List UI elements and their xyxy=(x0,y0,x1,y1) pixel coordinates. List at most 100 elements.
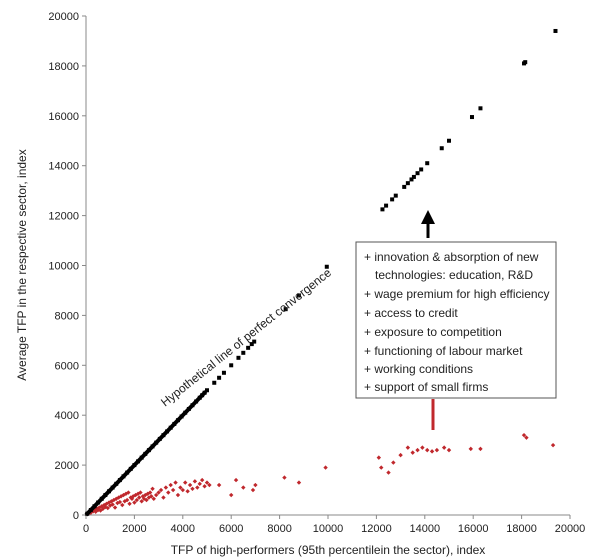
convergence-line-points xyxy=(84,28,558,517)
red-data-point xyxy=(185,489,190,494)
red-data-point xyxy=(197,481,202,487)
convergence-point xyxy=(154,440,159,445)
red-data-point xyxy=(175,492,181,498)
box-line-3: + wage premium for high efficiency xyxy=(364,287,550,301)
x-tick-label: 10000 xyxy=(313,523,344,535)
x-tick-label: 16000 xyxy=(458,523,489,535)
convergence-point xyxy=(85,511,90,516)
box-line-2: technologies: education, R&D xyxy=(375,268,533,282)
y-tick-label: 4000 xyxy=(55,410,79,422)
red-data-point xyxy=(446,447,452,453)
x-tick-label: 2000 xyxy=(122,523,146,535)
convergence-point xyxy=(212,380,217,385)
red-data-point xyxy=(98,508,103,513)
red-data-point xyxy=(282,475,287,480)
box-line-6: + functioning of labour market xyxy=(364,344,523,358)
convergence-point xyxy=(205,388,209,393)
convergence-point xyxy=(380,207,385,212)
convergence-point xyxy=(121,474,126,479)
convergence-point xyxy=(168,425,173,430)
red-data-point xyxy=(135,491,141,496)
x-tick-label: 0 xyxy=(83,523,89,535)
red-data-point xyxy=(415,447,420,453)
red-data-point xyxy=(156,490,161,495)
red-data-point xyxy=(168,482,173,488)
red-data-point xyxy=(158,487,164,493)
convergence-point xyxy=(172,421,177,426)
red-data-point xyxy=(478,446,483,452)
red-data-point xyxy=(117,499,123,505)
convergence-point xyxy=(183,410,188,415)
red-data-point xyxy=(323,465,328,470)
red-data-point xyxy=(391,460,396,465)
red-data-point xyxy=(241,485,246,490)
convergence-point xyxy=(384,203,389,208)
y-tick-label: 0 xyxy=(73,510,79,522)
convergence-point xyxy=(146,448,151,453)
convergence-point xyxy=(197,395,202,400)
red-data-point xyxy=(521,432,527,438)
red-data-point xyxy=(138,490,143,495)
red-data-point xyxy=(425,447,430,453)
red-data-point xyxy=(180,487,185,493)
convergence-point xyxy=(96,500,101,505)
red-data-point xyxy=(195,485,200,490)
convergence-point xyxy=(165,429,170,434)
convergence-point xyxy=(283,307,288,312)
red-data-point xyxy=(130,494,136,499)
convergence-point xyxy=(249,342,254,347)
convergence-point xyxy=(402,184,407,189)
convergence-point xyxy=(439,146,444,151)
red-data-point xyxy=(112,505,118,510)
red-data-point xyxy=(468,446,473,452)
red-data-point xyxy=(123,491,129,496)
red-data-point xyxy=(296,480,302,485)
red-data-point xyxy=(173,480,178,485)
convergence-point xyxy=(132,463,137,468)
box-line-8: + support of small firms xyxy=(364,380,488,394)
convergence-point xyxy=(221,370,226,375)
annotation-box: + innovation & absorption of new technol… xyxy=(355,241,557,399)
convergence-point xyxy=(114,481,119,486)
red-data-point xyxy=(187,482,193,488)
convergence-point xyxy=(523,60,528,65)
red-data-point xyxy=(147,490,153,495)
y-tick-label: 18000 xyxy=(48,61,79,73)
convergence-point xyxy=(150,444,155,449)
convergence-point xyxy=(478,106,483,111)
up-arrow xyxy=(421,210,435,238)
red-data-point xyxy=(207,482,212,488)
red-data-point xyxy=(166,490,171,495)
red-data-point xyxy=(405,445,411,450)
red-data-point xyxy=(410,450,415,455)
convergence-point xyxy=(296,293,301,298)
convergence-point xyxy=(143,451,148,456)
red-data-point xyxy=(441,445,447,450)
red-data-point xyxy=(150,486,155,492)
red-data-point xyxy=(110,502,115,507)
convergence-point xyxy=(161,433,166,438)
convergence-line-label: Hypothetical line of perfect convergence xyxy=(158,265,334,409)
red-data-point xyxy=(178,485,183,490)
x-tick-label: 6000 xyxy=(219,523,243,535)
red-data-point xyxy=(250,487,256,493)
convergence-point xyxy=(200,393,205,398)
convergence-point xyxy=(405,181,410,186)
red-data-point xyxy=(376,455,382,460)
red-data-point xyxy=(202,484,207,489)
convergence-point xyxy=(252,339,257,344)
y-tick-label: 8000 xyxy=(55,310,79,322)
box-line-4: + access to credit xyxy=(364,306,458,320)
y-axis-ticks: 0 2000 4000 6000 8000 10000 12000 14000 16000 180… xyxy=(48,11,86,522)
red-data-point xyxy=(379,465,384,470)
box-line-1: + innovation & absorption of new xyxy=(364,250,539,264)
convergence-point xyxy=(447,138,451,143)
convergence-point xyxy=(92,504,97,509)
convergence-point xyxy=(469,115,474,120)
red-data-point xyxy=(190,486,195,492)
convergence-point xyxy=(136,459,141,464)
box-line-7: + working conditions xyxy=(364,362,473,376)
red-data-point xyxy=(170,487,176,493)
red-data-point xyxy=(151,496,156,501)
convergence-point xyxy=(425,161,430,166)
